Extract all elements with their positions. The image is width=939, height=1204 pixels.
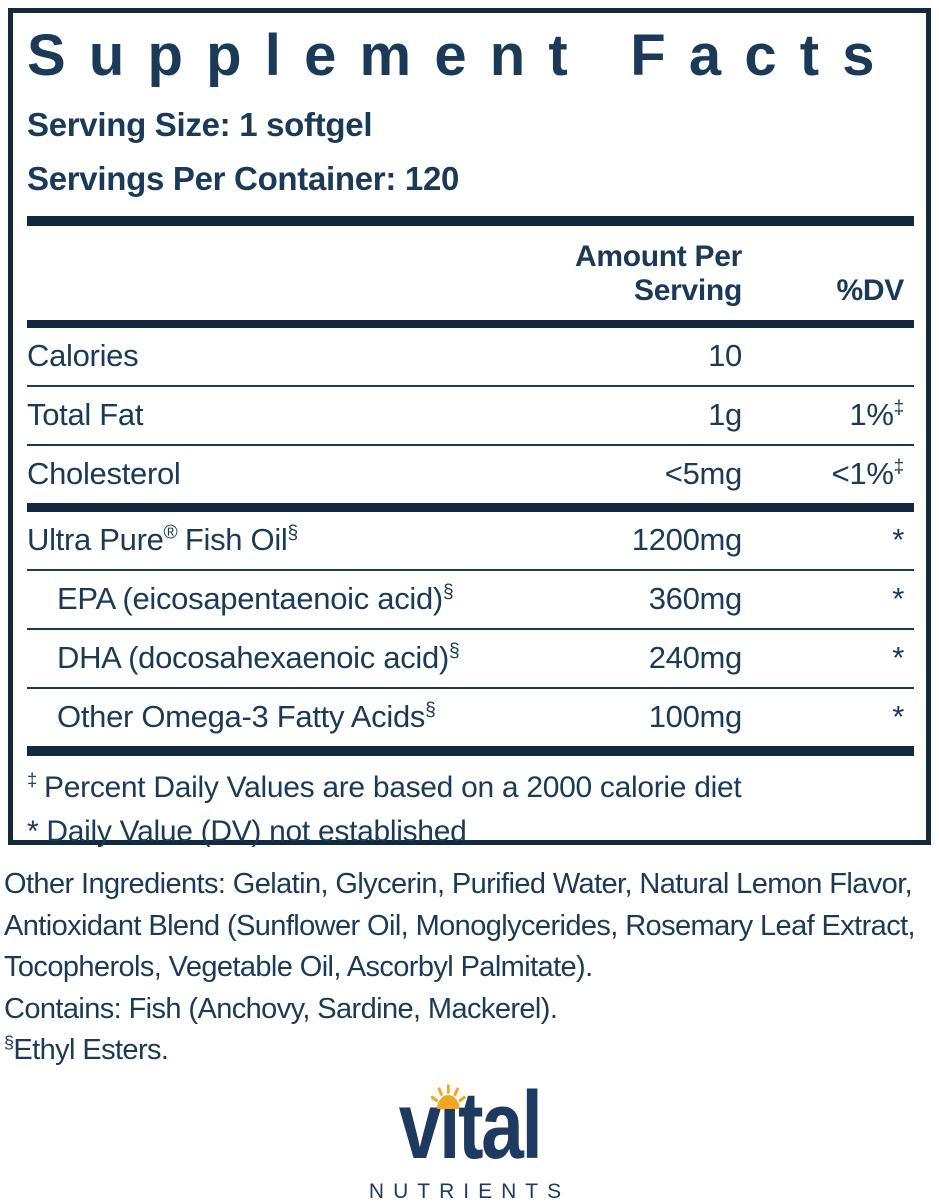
serving-size: Serving Size: 1 softgel xyxy=(27,105,373,143)
nutrient-dv: * xyxy=(892,699,904,735)
nutrient-name: DHA (docosahexaenoic acid)§ xyxy=(57,640,460,676)
nutrient-dv: <1%‡ xyxy=(831,456,905,492)
other-ingredients-line: Tocopherols, Vegetable Oil, Ascorbyl Pal… xyxy=(4,951,593,983)
nutrient-dv: * xyxy=(892,522,904,558)
column-header-dv: %DV xyxy=(836,273,905,307)
divider-bar xyxy=(27,502,914,512)
brand-logo: vı tal NUTRIENTS xyxy=(0,1072,939,1204)
nutrient-amount: <5mg xyxy=(664,456,743,492)
nutrient-amount: 360mg xyxy=(648,581,743,617)
table-row: Other Omega-3 Fatty Acids§ 100mg * xyxy=(27,689,914,746)
nutrient-name: EPA (eicosapentaenoic acid)§ xyxy=(57,581,454,617)
table-row: Cholesterol <5mg <1%‡ xyxy=(27,446,914,503)
nutrient-name: Cholesterol xyxy=(27,456,181,492)
ethyl-esters-note: §Ethyl Esters. xyxy=(4,1032,169,1066)
nutrient-amount: 1g xyxy=(708,397,742,433)
nutrient-name: Total Fat xyxy=(27,397,144,433)
table-row: DHA (docosahexaenoic acid)§ 240mg * xyxy=(27,630,914,689)
nutrient-amount: 240mg xyxy=(648,640,743,676)
table-row: Total Fat 1g 1%‡ xyxy=(27,387,914,446)
sun-icon xyxy=(431,1084,466,1109)
supplement-facts-panel: Supplement Facts Serving Size: 1 softgel… xyxy=(8,8,931,848)
nutrient-amount: 1200mg xyxy=(631,522,743,558)
other-ingredients-line: Other Ingredients: Gelatin, Glycerin, Pu… xyxy=(4,868,913,900)
logo-tagline: NUTRIENTS xyxy=(368,1180,571,1203)
nutrient-dv: * xyxy=(892,640,904,676)
contains-statement: Contains: Fish (Anchovy, Sardine, Macker… xyxy=(4,992,558,1025)
nutrient-name: Calories xyxy=(27,338,139,374)
footnotes: ‡ Percent Daily Values are based on a 200… xyxy=(27,756,914,854)
nutrient-dv: 1%‡ xyxy=(849,397,904,433)
nutrient-name: Ultra Pure® Fish Oil§ xyxy=(27,522,298,558)
other-ingredients-line: Antioxidant Blend (Sunflower Oil, Monogl… xyxy=(4,909,916,942)
logo-word: vı tal xyxy=(398,1072,543,1179)
column-header-amount: Amount Per Serving xyxy=(574,239,742,307)
footnote-dagger: ‡ Percent Daily Values are based on a 200… xyxy=(27,768,742,804)
table-row: EPA (eicosapentaenoic acid)§ 360mg * xyxy=(27,571,914,630)
divider-bar xyxy=(27,745,914,756)
nutrient-name: Other Omega-3 Fatty Acids§ xyxy=(57,699,436,735)
servings-per-container: Servings Per Container: 120 xyxy=(27,159,460,197)
divider-bar xyxy=(27,215,914,226)
table-row: Ultra Pure® Fish Oil§ 1200mg * xyxy=(27,512,914,571)
supplement-facts-title: Supplement Facts xyxy=(27,23,898,88)
ingredients-section: Other Ingredients: Gelatin, Glycerin, Pu… xyxy=(4,864,937,1072)
nutrient-amount: 100mg xyxy=(648,699,743,735)
nutrient-amount: 10 xyxy=(708,338,742,374)
divider-bar xyxy=(27,319,914,328)
table-row: Calories 10 xyxy=(27,328,914,387)
table-header-row: Amount Per Serving %DV xyxy=(27,226,914,320)
nutrient-dv: * xyxy=(892,581,904,617)
footnote-asterisk: * Daily Value (DV) not established xyxy=(27,814,467,848)
